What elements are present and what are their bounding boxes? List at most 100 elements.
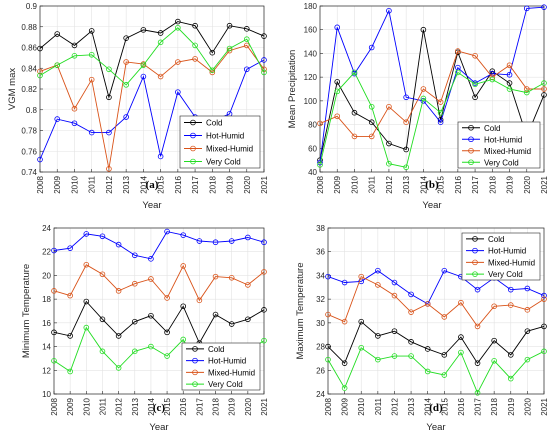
- data-point: [67, 368, 73, 375]
- data-point: [474, 390, 481, 396]
- data-point: [334, 24, 341, 31]
- data-point: [541, 323, 547, 330]
- legend-label: Mixed-Humid: [488, 258, 535, 267]
- legend-label: Mixed-Humid: [484, 147, 531, 156]
- data-point: [523, 89, 530, 96]
- x-tick-label: 2021: [540, 397, 549, 415]
- data-point: [180, 303, 187, 310]
- y-tick-label: 80: [308, 121, 317, 130]
- x-tick-label: 2016: [179, 397, 188, 415]
- x-axis-label: Year: [142, 200, 161, 211]
- legend: Cold Hot-Humid Mixed-Humid Very Cold: [461, 232, 541, 281]
- data-point: [261, 239, 267, 246]
- series-line-cold: [327, 320, 545, 365]
- data-point: [140, 73, 147, 80]
- series-line-cold: [39, 21, 265, 99]
- data-point: [507, 286, 514, 293]
- x-tick-label: 2019: [506, 175, 515, 193]
- data-point: [228, 321, 235, 327]
- y-axis-label: Minimum Temperature: [21, 264, 32, 358]
- x-tick-label: 2009: [341, 397, 350, 415]
- data-point: [368, 133, 375, 140]
- y-tick-label: 0.76: [21, 147, 37, 156]
- data-point: [408, 353, 414, 359]
- x-tick-label: 2008: [324, 397, 333, 415]
- legend: Cold Hot-Humid Mixed-Humid Very Cold: [179, 115, 261, 169]
- data-point: [424, 346, 431, 352]
- series-line-hot-humid: [39, 59, 265, 160]
- y-tick-label: 0.84: [21, 64, 37, 73]
- legend-swatch-marker: [472, 259, 478, 266]
- legend-swatch-marker: [192, 357, 198, 364]
- x-tick-label: 2010: [70, 175, 79, 193]
- data-point: [115, 241, 122, 248]
- y-tick-label: 180: [304, 2, 318, 11]
- data-point: [358, 318, 365, 325]
- data-point: [472, 94, 478, 101]
- data-point: [523, 5, 530, 12]
- data-point: [123, 82, 129, 88]
- data-point: [243, 42, 250, 49]
- data-point: [391, 279, 398, 286]
- chart-panel-3: 10 12 14 16 18 20 22 24 2008 2009 2010 2011 2012 2013…: [21, 224, 269, 433]
- data-point: [474, 286, 481, 293]
- data-point: [106, 66, 112, 73]
- data-point: [54, 116, 61, 122]
- data-point: [54, 62, 61, 68]
- legend: Cold Hot-Humid Mixed-Humid Very Cold: [457, 121, 541, 169]
- y-tick-label: 0.78: [21, 127, 37, 136]
- x-tick-label: 2015: [163, 397, 172, 415]
- data-point: [228, 274, 235, 281]
- data-point: [424, 301, 431, 307]
- data-point: [420, 95, 427, 102]
- legend-label: Very Cold: [488, 270, 523, 279]
- legend-swatch-marker: [468, 136, 474, 143]
- x-tick-label: 2012: [115, 397, 124, 415]
- data-point: [541, 92, 547, 98]
- data-point: [325, 273, 331, 280]
- data-point: [51, 329, 57, 336]
- data-point: [164, 228, 170, 235]
- data-point: [175, 24, 181, 31]
- data-point: [261, 33, 267, 39]
- panel-label: (b): [425, 179, 439, 191]
- y-tick-label: 36: [316, 248, 325, 257]
- data-point: [261, 269, 267, 275]
- data-point: [192, 22, 198, 29]
- legend-label: Cold: [484, 124, 500, 133]
- data-point: [180, 336, 187, 343]
- y-tick-label: 24: [42, 224, 51, 233]
- legend-label: Very Cold: [208, 380, 243, 389]
- data-point: [148, 343, 154, 350]
- data-point: [164, 329, 170, 336]
- y-tick-label: 10: [42, 390, 51, 399]
- y-tick-label: 20: [42, 271, 51, 280]
- data-point: [403, 146, 409, 153]
- data-point: [341, 360, 348, 366]
- y-tick-label: 140: [304, 49, 318, 58]
- data-point: [437, 99, 444, 105]
- axes-box: [327, 227, 545, 395]
- data-point: [157, 30, 164, 36]
- x-tick-label: 2017: [471, 175, 480, 193]
- x-axis-label: Year: [426, 422, 445, 433]
- data-point: [115, 365, 122, 371]
- data-point: [71, 105, 78, 112]
- data-point: [351, 133, 358, 140]
- data-point: [123, 114, 129, 120]
- data-point: [175, 89, 181, 95]
- x-tick-label: 2008: [316, 175, 325, 193]
- data-point: [148, 312, 154, 319]
- data-point: [541, 80, 547, 86]
- data-point: [226, 45, 233, 52]
- data-point: [524, 307, 531, 313]
- data-point: [472, 81, 478, 88]
- y-tick-label: 40: [308, 168, 317, 177]
- data-point: [88, 28, 95, 34]
- data-point: [212, 239, 219, 246]
- x-tick-label: 2018: [212, 397, 221, 415]
- legend-swatch-marker: [472, 247, 478, 254]
- y-tick-label: 34: [316, 271, 325, 280]
- data-point: [196, 238, 203, 244]
